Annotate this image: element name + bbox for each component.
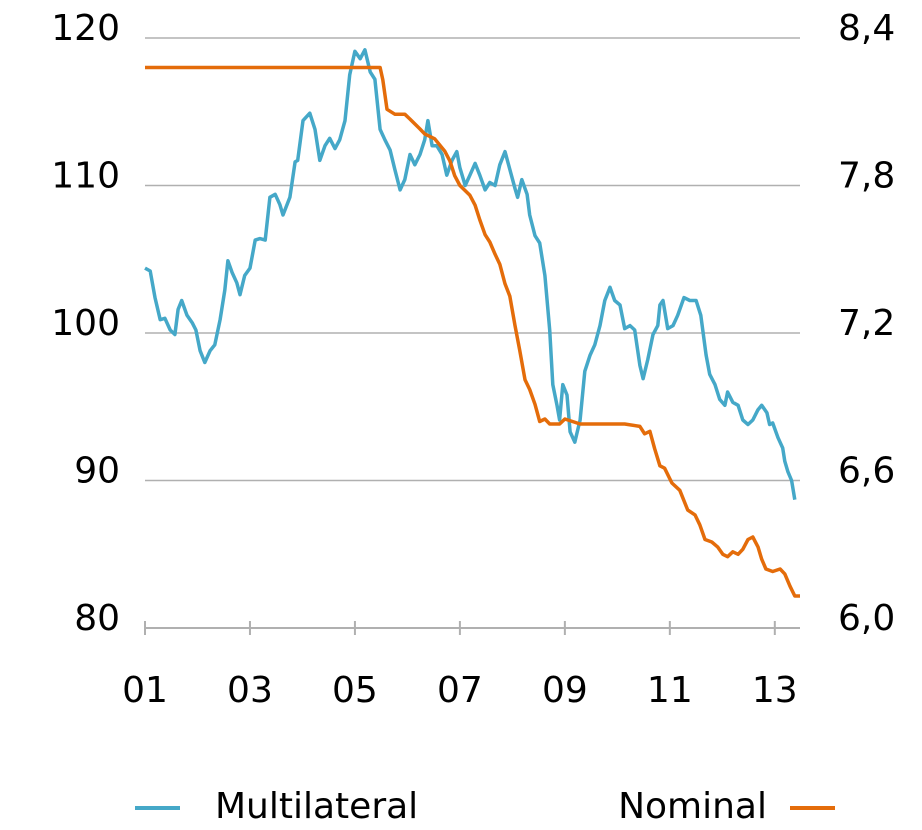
y2-tick-label: 7,8 (838, 156, 895, 197)
y2-tick-label: 8,4 (838, 8, 895, 49)
y-tick-label: 120 (51, 8, 120, 49)
y-tick-label: 90 (74, 451, 120, 492)
x-tick-label: 11 (647, 670, 693, 711)
line-series (145, 65, 800, 598)
x-tick-label: 03 (227, 670, 273, 711)
y2-tick-label: 6,0 (838, 598, 895, 639)
x-tick-label: 09 (542, 670, 588, 711)
y-tick-label: 110 (51, 156, 120, 197)
x-tick-label: 05 (332, 670, 378, 711)
line-series (144, 48, 797, 500)
y2-tick-label: 6,6 (838, 451, 895, 492)
x-tick-label: 07 (437, 670, 483, 711)
legend-label: Nominal (618, 786, 767, 827)
y-tick-label: 100 (51, 303, 120, 344)
x-tick-label: 01 (122, 670, 168, 711)
y-tick-label: 80 (74, 598, 120, 639)
y2-tick-label: 7,2 (838, 303, 895, 344)
x-tick-label: 13 (752, 670, 798, 711)
legend-label: Multilateral (215, 786, 418, 827)
